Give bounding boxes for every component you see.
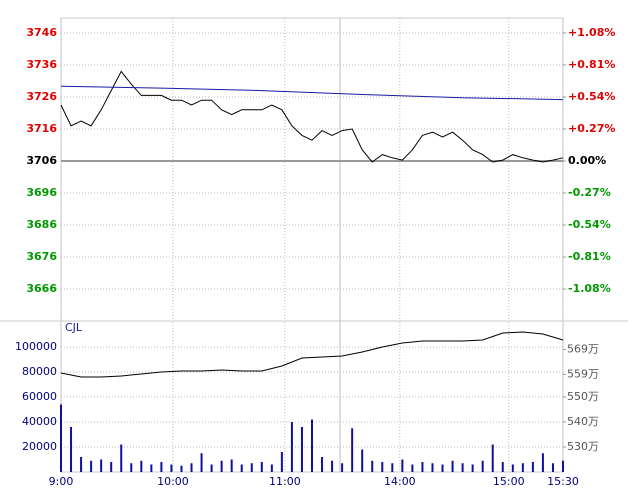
x-tick-label: 15:30 [547,475,579,488]
volume-bar [381,462,384,472]
y2-tick-label: -0.54% [568,218,611,231]
y-tick-label: 60000 [22,390,57,403]
volume-bar [180,465,183,472]
y2-tick-label: 559万 [567,368,599,381]
volume-bar [481,460,484,472]
volume-bar [210,464,213,472]
volume-bar [501,462,504,472]
volume-bar [411,464,414,472]
x-tick-label: 10:00 [157,475,189,488]
volume-bar [60,404,62,472]
y2-tick-label: -0.27% [568,186,611,199]
volume-bar [160,462,163,472]
y-tick-label: 3716 [26,122,57,135]
y2-tick-label: 569万 [567,343,599,356]
y-tick-label: 3686 [26,218,57,231]
y-tick-label: 3746 [26,26,57,39]
y2-tick-label: +0.81% [568,58,615,71]
volume-bar [391,463,394,472]
volume-bar [541,453,544,472]
volume-bar [531,462,534,472]
y-tick-label: 3696 [26,186,57,199]
volume-bar [120,444,123,472]
y2-tick-label: 530万 [567,440,599,453]
volume-bar [551,463,554,472]
y2-tick-label: -0.81% [568,250,611,263]
y-tick-label: 3676 [26,250,57,263]
x-tick-label: 15:00 [493,475,525,488]
volume-bar [521,463,524,472]
y-tick-label: 3666 [26,282,57,295]
series-line [60,85,564,101]
volume-bar [280,452,283,472]
volume-bar [491,444,494,472]
volume-bar [361,449,364,472]
series-line [60,331,564,378]
volume-bar [341,463,344,472]
y2-tick-label: 550万 [567,390,599,403]
y-tick-label: 20000 [22,440,57,453]
volume-bar [331,460,334,472]
volume-bar [451,460,454,472]
volume-bar [471,464,474,472]
y2-tick-label: +0.27% [568,122,615,135]
volume-bar [100,459,103,472]
volume-bar [200,453,203,472]
volume-bar [150,464,153,472]
y2-tick-label: +1.08% [568,26,615,39]
volume-bar [130,463,133,472]
volume-bar [240,464,243,472]
volume-bar [461,463,464,472]
volume-bar [421,462,424,472]
volume-bar [562,460,564,472]
volume-bar [371,460,374,472]
volume-bar [80,457,83,472]
volume-bar [311,419,313,472]
panel-label: CJL [65,321,83,334]
y2-tick-label: 0.00% [568,154,606,167]
volume-bar [401,459,404,472]
y2-tick-label: 540万 [567,415,599,428]
y-tick-label: 3726 [26,90,57,103]
volume-bar [351,428,354,472]
volume-bar [511,464,514,472]
volume-bar [321,457,324,472]
volume-bar [90,460,93,472]
x-tick-label: 11:00 [269,475,301,488]
y-tick-label: 100000 [15,340,57,353]
volume-bar [250,463,253,472]
volume-bar [230,459,233,472]
volume-bar [110,462,113,472]
y-tick-label: 40000 [22,415,57,428]
x-tick-label: 9:00 [49,475,74,488]
volume-bar [190,463,193,472]
volume-bar [70,427,73,472]
volume-bar [431,463,434,472]
volume-bar [270,464,273,472]
volume-bar [140,460,143,472]
y-tick-label: 80000 [22,365,57,378]
volume-bar [260,462,263,472]
y-tick-label: 3706 [26,154,57,167]
volume-bar [441,464,444,472]
volume-bar [290,422,293,472]
volume-bar [220,460,223,472]
x-tick-label: 14:00 [384,475,416,488]
y-tick-label: 3736 [26,58,57,71]
volume-bar [300,427,303,472]
series-line [60,70,564,163]
y2-tick-label: +0.54% [568,90,615,103]
volume-bar [170,464,173,472]
y2-tick-label: -1.08% [568,282,611,295]
